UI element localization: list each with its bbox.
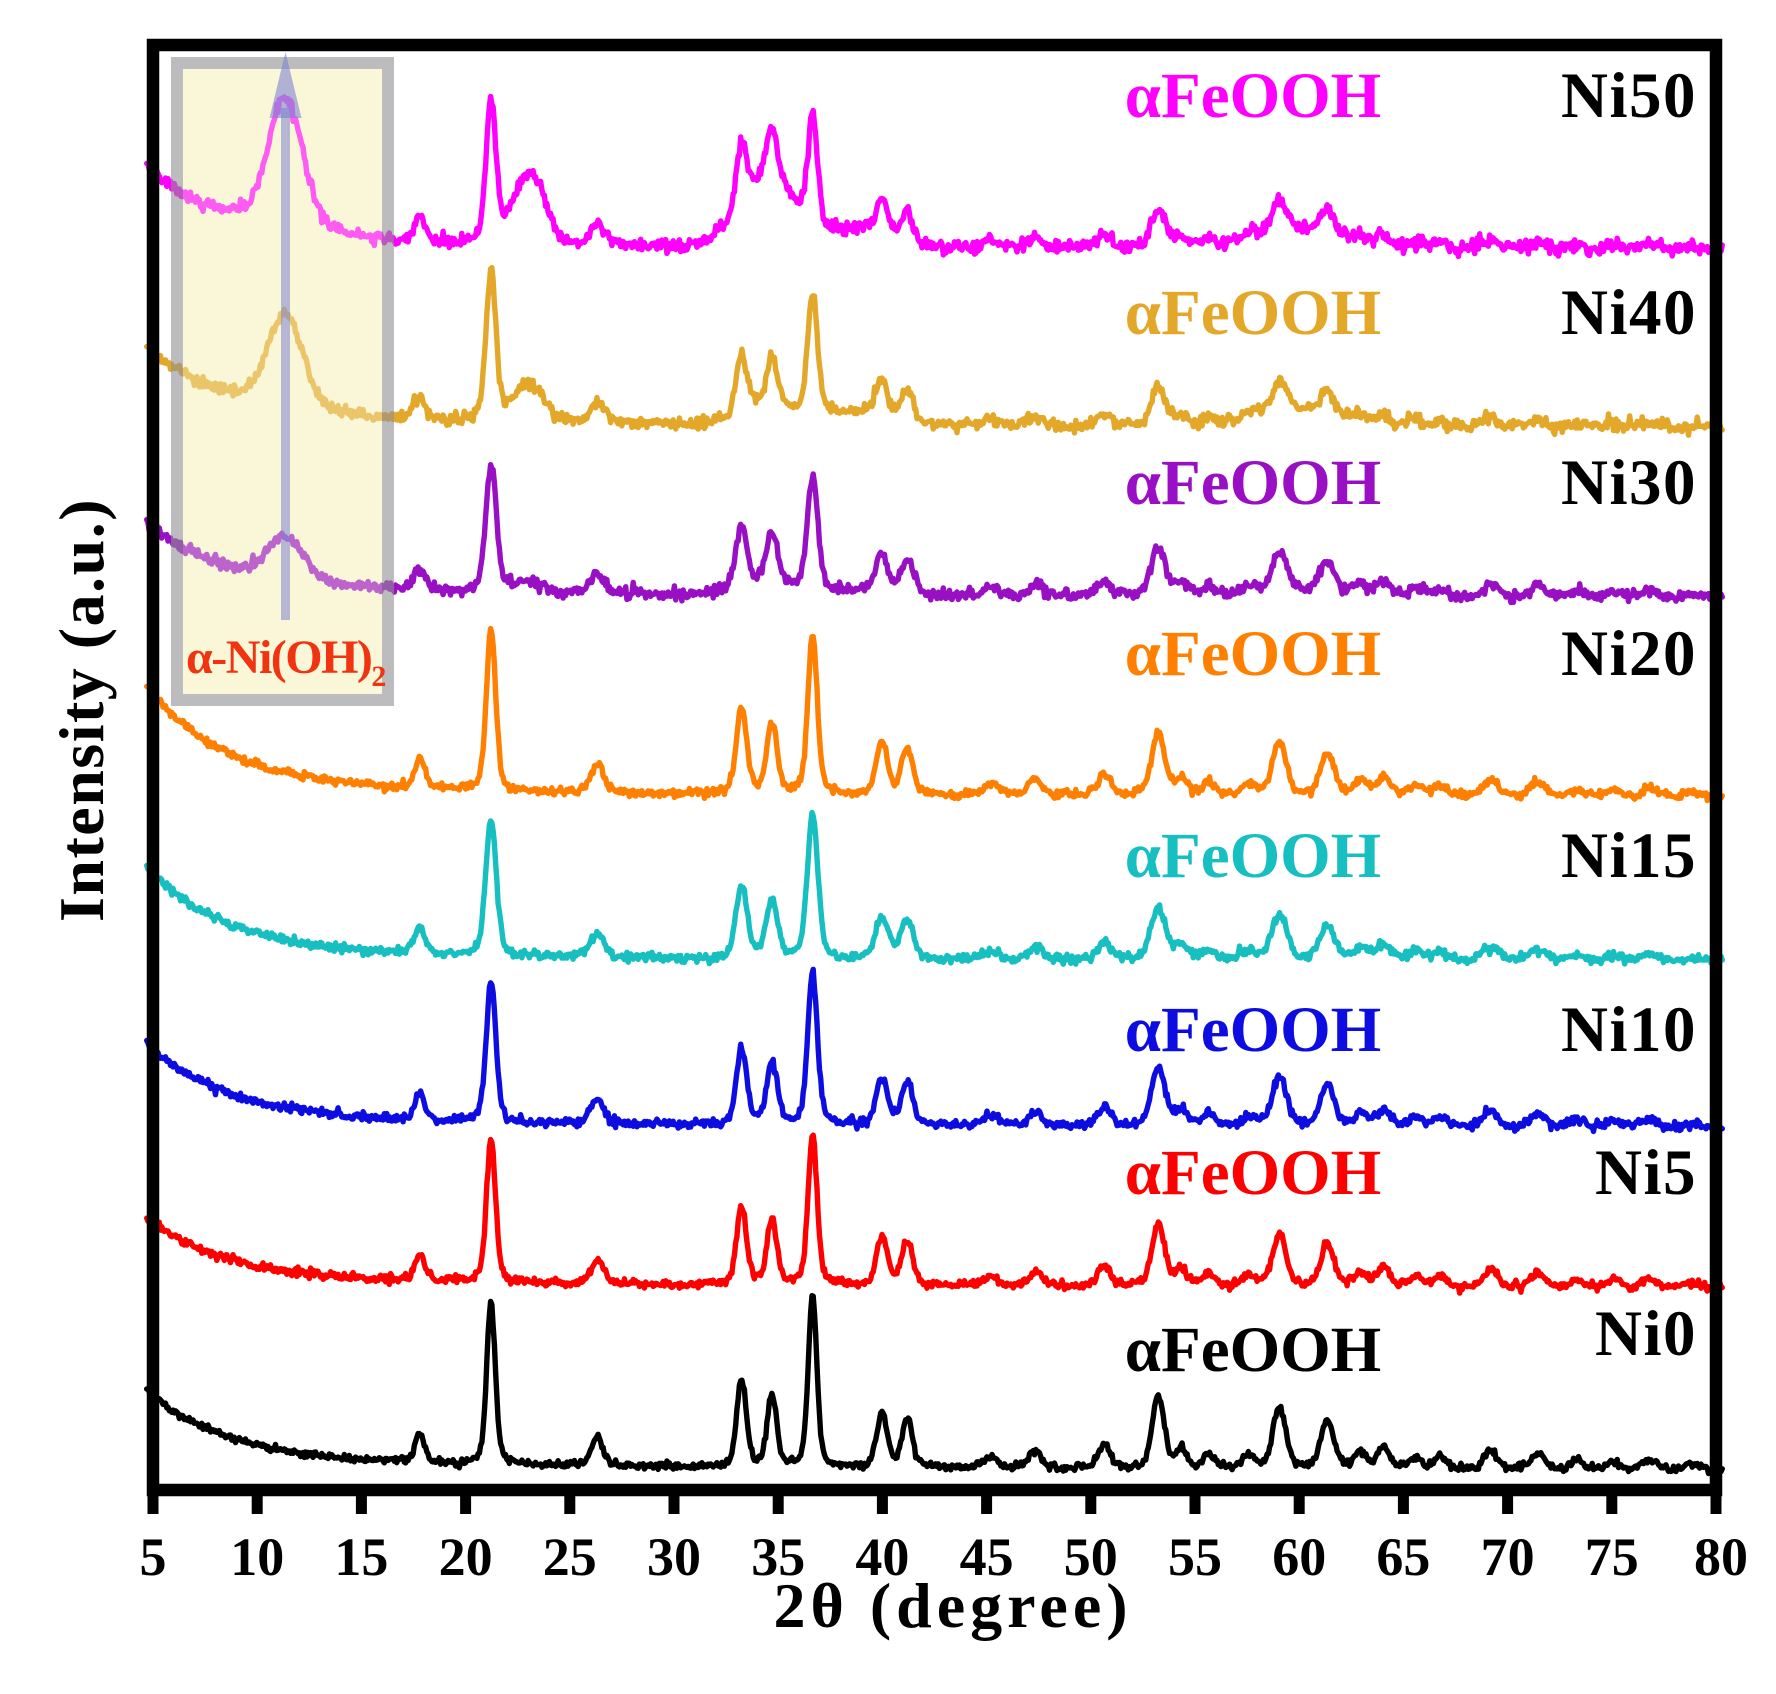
- svg-text:Ni40: Ni40: [1561, 277, 1697, 349]
- svg-text:40: 40: [855, 1527, 909, 1587]
- svg-text:αFeOOH: αFeOOH: [1125, 60, 1382, 132]
- svg-text:10: 10: [230, 1527, 284, 1587]
- svg-text:75: 75: [1585, 1527, 1639, 1587]
- svg-text:5: 5: [140, 1527, 167, 1587]
- svg-text:αFeOOH: αFeOOH: [1125, 820, 1382, 892]
- svg-text:80: 80: [1694, 1527, 1748, 1587]
- svg-text:αFeOOH: αFeOOH: [1125, 1314, 1382, 1386]
- svg-text:45: 45: [960, 1527, 1014, 1587]
- svg-text:αFeOOH: αFeOOH: [1125, 618, 1382, 690]
- svg-text:Ni5: Ni5: [1595, 1137, 1697, 1209]
- svg-text:Ni20: Ni20: [1561, 618, 1697, 690]
- svg-text:α-Ni(OH)2: α-Ni(OH)2: [186, 631, 385, 693]
- svg-text:30: 30: [647, 1527, 701, 1587]
- svg-text:αFeOOH: αFeOOH: [1125, 277, 1382, 349]
- svg-text:Intensity (a.u.): Intensity (a.u.): [46, 498, 117, 922]
- svg-text:35: 35: [751, 1527, 805, 1587]
- svg-text:50: 50: [1064, 1527, 1118, 1587]
- svg-text:αFeOOH: αFeOOH: [1125, 447, 1382, 519]
- svg-text:55: 55: [1168, 1527, 1222, 1587]
- svg-text:70: 70: [1481, 1527, 1535, 1587]
- svg-text:αFeOOH: αFeOOH: [1125, 1137, 1382, 1209]
- svg-text:20: 20: [439, 1527, 493, 1587]
- svg-text:Ni50: Ni50: [1561, 60, 1697, 132]
- svg-text:65: 65: [1376, 1527, 1430, 1587]
- svg-text:25: 25: [543, 1527, 597, 1587]
- svg-text:2θ (degree): 2θ (degree): [773, 1570, 1132, 1641]
- svg-text:15: 15: [334, 1527, 388, 1587]
- svg-text:Ni0: Ni0: [1595, 1298, 1697, 1370]
- svg-text:αFeOOH: αFeOOH: [1125, 994, 1382, 1066]
- svg-text:Ni15: Ni15: [1561, 820, 1697, 892]
- svg-text:60: 60: [1272, 1527, 1326, 1587]
- svg-text:Ni10: Ni10: [1561, 994, 1697, 1066]
- svg-text:Ni30: Ni30: [1561, 447, 1697, 519]
